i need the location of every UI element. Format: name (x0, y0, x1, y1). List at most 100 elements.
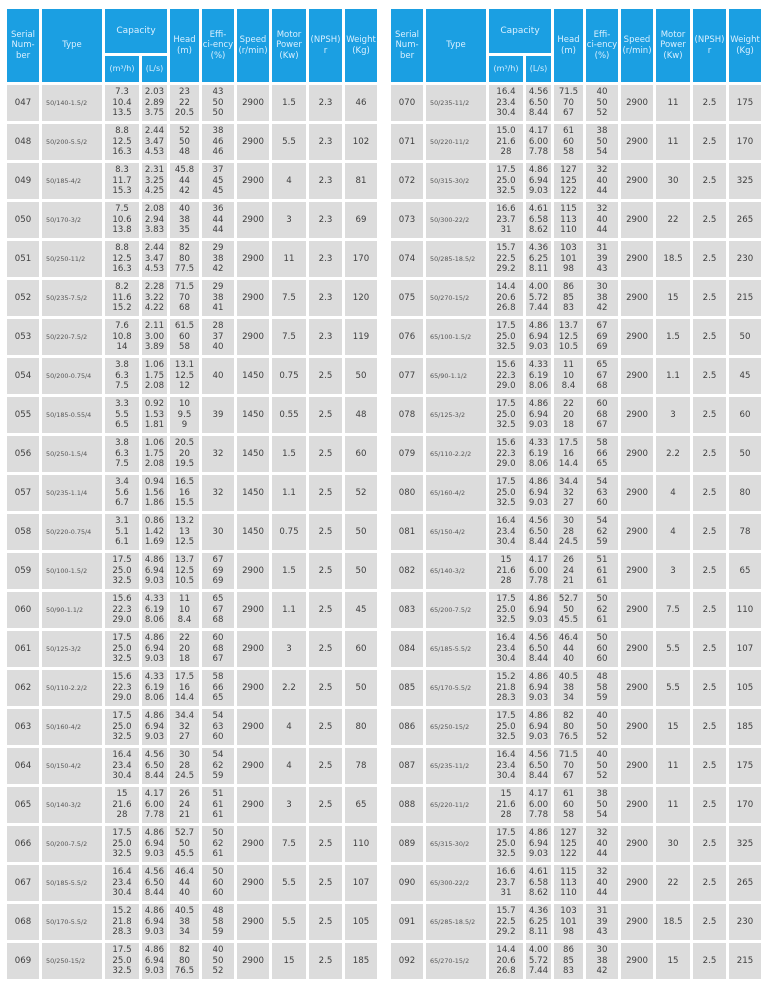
table-row: 091 65/285-18.5/2 15.7 22.5 29.2 4.36 6.25 8.11… (391, 904, 761, 940)
cell-head-value: 71.5 (558, 750, 579, 761)
cell-npsh: 2.5 (693, 241, 726, 277)
cell-eff-value: 40 (596, 877, 608, 888)
cell-m3h-value: 29.0 (496, 459, 516, 470)
cell-eff-value: 59 (596, 537, 608, 548)
cell-ls-value: 2.03 (144, 87, 165, 98)
cell-eff-value: 62 (212, 838, 224, 849)
cell-ls: 2.11 3.00 3.89 (142, 319, 167, 355)
cell-npsh: 2.5 (309, 826, 342, 862)
cell-head-value: 70 (563, 97, 574, 108)
cell-head: 11 10 8.4 (170, 592, 199, 628)
cell-head-value: 10.5 (558, 342, 579, 353)
cell-m3h-value: 25.0 (112, 721, 132, 732)
cell-eff: 54 63 60 (586, 475, 618, 511)
table-row: 063 50/160-4/2 17.5 25.0 32.5 4.86 6.94 9.03 34.… (7, 709, 377, 745)
header-capacity: Capacity (105, 9, 167, 53)
cell-npsh: 2.3 (309, 124, 342, 160)
cell-m3h-value: 26.8 (496, 966, 516, 977)
cell-eff: 60 68 67 (202, 631, 234, 667)
cell-m3h-value: 6.3 (115, 370, 129, 381)
table-body: 070 50/235-11/2 16.4 23.4 30.4 4.56 6.50 8.44 71… (391, 85, 761, 979)
cell-eff: 39 (202, 397, 234, 433)
cell-weight: 78 (345, 748, 377, 784)
cell-eff-value: 54 (596, 147, 608, 158)
cell-eff-value: 54 (596, 810, 608, 821)
cell-type: 50/285-18.5/2 (426, 241, 486, 277)
cell-m3h-value: 16.4 (112, 867, 132, 878)
cell-ls-value: 2.31 (144, 165, 165, 176)
cell-npsh: 2.3 (309, 280, 342, 316)
table-row: 080 65/160-4/2 17.5 25.0 32.5 4.86 6.94 9.03 34.… (391, 475, 761, 511)
cell-speed: 1450 (237, 475, 269, 511)
cell-head-value: 86 (563, 945, 574, 956)
cell-npsh: 2.5 (309, 358, 342, 394)
cell-head-value: 40 (563, 654, 574, 665)
cell-speed: 2900 (621, 241, 653, 277)
cell-eff-value: 68 (212, 643, 224, 654)
cell-m3h-value: 17.5 (496, 399, 516, 410)
cell-head-value: 22 (179, 97, 190, 108)
cell-head: 82 80 77.5 (170, 241, 199, 277)
cell-head: 61 60 58 (554, 787, 583, 823)
table-row: 081 65/150-4/2 16.4 23.4 30.4 4.56 6.50 8.44 30 2… (391, 514, 761, 550)
cell-speed: 2900 (621, 553, 653, 589)
cell-eff-value: 30 (596, 282, 608, 293)
cell-ls-value: 9.03 (528, 420, 549, 431)
cell-ls-value: 4.56 (528, 750, 549, 761)
cell-ls-value: 2.44 (144, 126, 165, 137)
cell-m3h-value: 21.6 (112, 799, 132, 810)
cell-head: 71.5 70 68 (170, 280, 199, 316)
cell-m3h: 8.8 12.5 16.3 (105, 241, 139, 277)
cell-ls-value: 9.03 (528, 498, 549, 509)
cell-ls: 4.86 6.94 9.03 (142, 826, 167, 862)
cell-type: 50/235-11/2 (426, 85, 486, 121)
cell-head: 46.4 44 40 (554, 631, 583, 667)
cell-npsh: 2.5 (693, 709, 726, 745)
cell-power: 4 (272, 709, 306, 745)
cell-head-value: 61 (563, 126, 574, 137)
cell-npsh: 2.5 (693, 163, 726, 199)
cell-eff: 50 60 60 (586, 631, 618, 667)
cell-eff: 32 (202, 436, 234, 472)
cell-ls: 4.86 6.94 9.03 (142, 904, 167, 940)
cell-m3h-value: 13.5 (112, 108, 132, 119)
cell-ls: 4.00 5.72 7.44 (526, 943, 551, 979)
cell-ls-value: 6.94 (528, 331, 549, 342)
cell-eff-value: 50 (596, 136, 608, 147)
cell-m3h-value: 16.3 (112, 147, 132, 158)
cell-eff-value: 48 (212, 906, 224, 917)
cell-m3h: 17.5 25.0 32.5 (489, 319, 523, 355)
cell-ls-value: 9.03 (528, 342, 549, 353)
cell-ls: 4.56 6.50 8.44 (142, 865, 167, 901)
cell-m3h: 15.0 21.6 28 (489, 124, 523, 160)
cell-m3h-value: 15 (500, 555, 512, 566)
cell-m3h-value: 32.5 (112, 576, 132, 587)
cell-ls-value: 4.33 (528, 360, 549, 371)
cell-m3h-value: 8.8 (115, 126, 129, 137)
cell-ls-value: 1.42 (144, 526, 165, 537)
cell-head-value: 27 (179, 732, 190, 743)
cell-ls: 4.86 6.94 9.03 (526, 670, 551, 706)
cell-eff-value: 45 (212, 175, 224, 186)
cell-head: 40 38 35 (170, 202, 199, 238)
cell-weight: 265 (729, 865, 761, 901)
cell-ls-value: 9.03 (144, 927, 165, 938)
cell-m3h-value: 23.7 (496, 214, 516, 225)
cell-m3h-value: 32.5 (496, 849, 516, 860)
cell-power: 0.55 (272, 397, 306, 433)
cell-eff-value: 50 (212, 867, 224, 878)
cell-head-value: 50 (179, 838, 190, 849)
cell-eff: 36 44 44 (202, 202, 234, 238)
cell-power: 15 (656, 280, 690, 316)
cell-head-value: 45.5 (558, 615, 579, 626)
cell-type: 65/315-30/2 (426, 826, 486, 862)
cell-ls-value: 2.08 (144, 459, 165, 470)
cell-head-value: 103 (560, 243, 577, 254)
cell-eff-value: 40 (596, 750, 608, 761)
cell-eff-value: 40 (596, 175, 608, 186)
cell-ls: 4.86 6.94 9.03 (526, 163, 551, 199)
cell-head-value: 40 (179, 204, 190, 215)
cell-eff-value: 60 (596, 643, 608, 654)
cell-head: 13.2 13 12.5 (170, 514, 199, 550)
cell-ls-value: 6.50 (528, 760, 549, 771)
